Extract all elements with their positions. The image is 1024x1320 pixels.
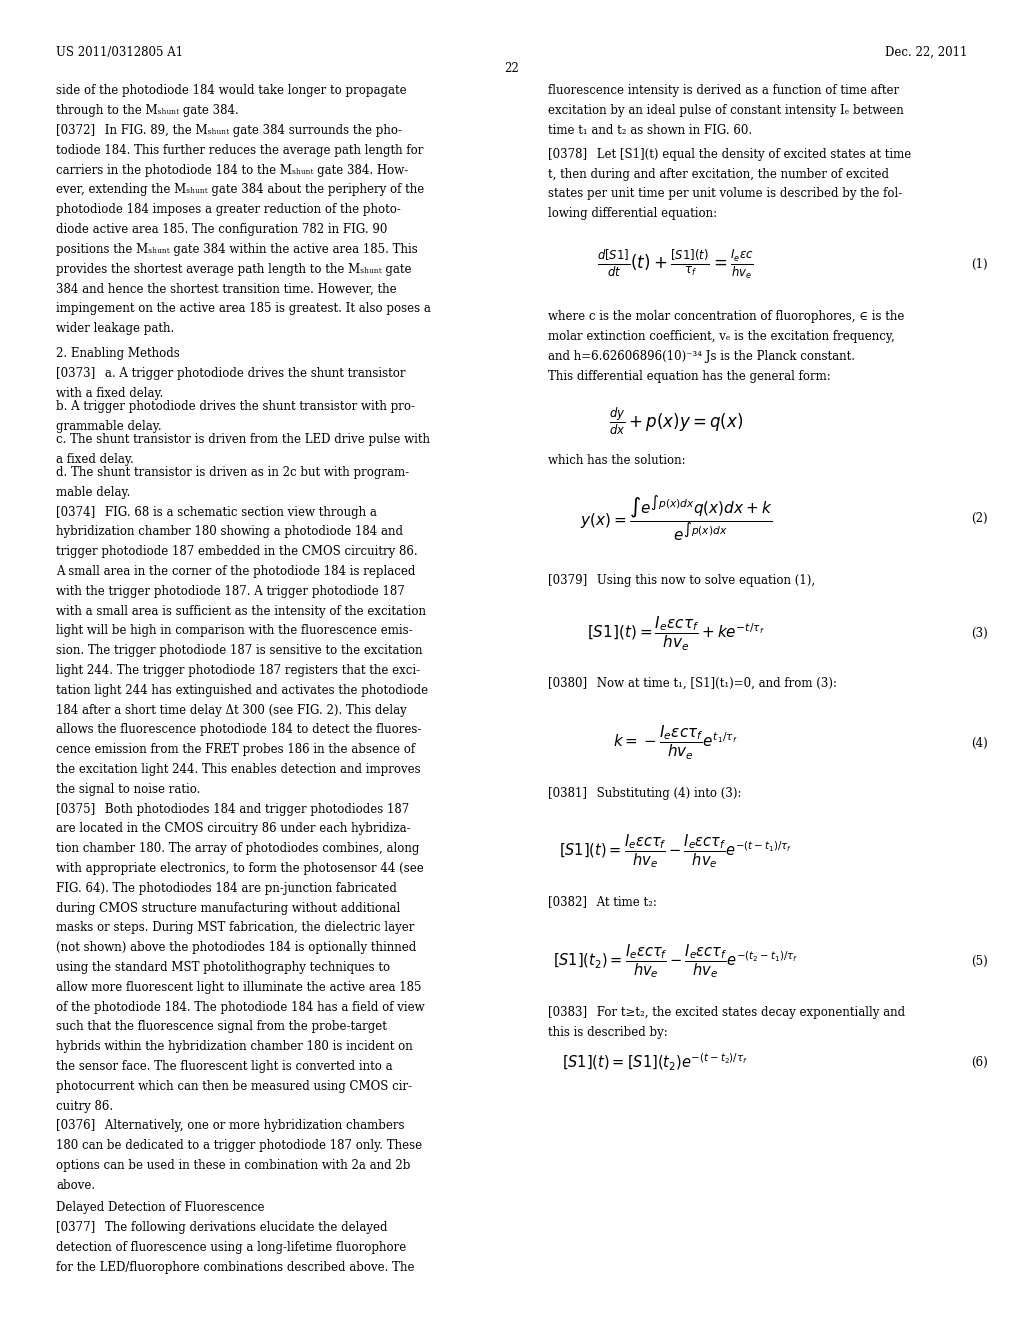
Text: [0381]  Substituting (4) into (3):: [0381] Substituting (4) into (3): bbox=[548, 787, 741, 800]
Text: ever, extending the Mₛₕᵤₙₜ gate ​​384 about the periphery of the: ever, extending the Mₛₕᵤₙₜ gate ​​384 ab… bbox=[56, 183, 425, 197]
Text: Delayed Detection of Fluorescence: Delayed Detection of Fluorescence bbox=[56, 1201, 265, 1214]
Text: d. The shunt transistor is driven as in 2c but with program-: d. The shunt transistor is driven as in … bbox=[56, 466, 410, 479]
Text: hybrids within the hybridization chamber ​​180 is incident on: hybrids within the hybridization chamber… bbox=[56, 1040, 413, 1053]
Text: tion chamber ​​180. The array of photodiodes combines, along: tion chamber ​​180. The array of photodi… bbox=[56, 842, 420, 855]
Text: b. A trigger photodiode drives the shunt transistor with pro-: b. A trigger photodiode drives the shunt… bbox=[56, 400, 416, 413]
Text: trigger photodiode ​​187 embedded in the CMOS circuitry ​​86.: trigger photodiode ​​187 embedded in the… bbox=[56, 545, 418, 558]
Text: [0383]  For t≥t₂, the excited states decay exponentially and: [0383] For t≥t₂, the excited states deca… bbox=[548, 1006, 905, 1019]
Text: and h=6.62606896(10)⁻³⁴ Js is the Planck constant.: and h=6.62606896(10)⁻³⁴ Js is the Planck… bbox=[548, 350, 855, 363]
Text: $[S1](t)=[S1](t_{2})e^{-(t-t_{2})/\tau_{f}}$: $[S1](t)=[S1](t_{2})e^{-(t-t_{2})/\tau_{… bbox=[562, 1052, 749, 1073]
Text: [0379]  Using this now to solve equation (1),: [0379] Using this now to solve equation … bbox=[548, 574, 815, 587]
Text: [0375]  Both photodiodes ​​184 and trigger photodiodes ​​187: [0375] Both photodiodes ​​184 and trigge… bbox=[56, 803, 410, 816]
Text: (2): (2) bbox=[972, 512, 988, 525]
Text: (5): (5) bbox=[972, 954, 988, 968]
Text: $k=-\dfrac{I_{e}\varepsilon c\tau_{f}}{hv_{e}}e^{t_{1}/\tau_{f}}$: $k=-\dfrac{I_{e}\varepsilon c\tau_{f}}{h… bbox=[613, 725, 738, 762]
Text: [0380]  Now at time t₁, [S1](t₁)=0, and from (3):: [0380] Now at time t₁, [S1](t₁)=0, and f… bbox=[548, 677, 837, 690]
Text: ​​[0372]  In FIG. ​​89, the Mₛₕᵤₙₜ gate ​​384 surrounds the pho-: ​​[0372] In FIG. ​​89, the Mₛₕᵤₙₜ gate ​… bbox=[56, 124, 402, 137]
Text: light ​​244. The trigger photodiode ​​187 registers that the exci-: light ​​244. The trigger photodiode ​​18… bbox=[56, 664, 421, 677]
Text: $[S1](t_{2})=\dfrac{I_{e}\varepsilon c\tau_{f}}{hv_{e}}-\dfrac{I_{e}\varepsilon : $[S1](t_{2})=\dfrac{I_{e}\varepsilon c\t… bbox=[553, 942, 799, 979]
Text: with appropriate electronics, to form the photosensor ​​44 (see: with appropriate electronics, to form th… bbox=[56, 862, 424, 875]
Text: $\frac{d[S1]}{dt}(t)+\frac{[S1](t)}{\tau_{f}}=\frac{I_{e}\varepsilon c}{hv_{e}}$: $\frac{d[S1]}{dt}(t)+\frac{[S1](t)}{\tau… bbox=[597, 247, 755, 281]
Text: the signal to noise ratio.: the signal to noise ratio. bbox=[56, 783, 201, 796]
Text: through to the Mₛₕᵤₙₜ gate ​​384.: through to the Mₛₕᵤₙₜ gate ​​384. bbox=[56, 104, 239, 117]
Text: mable delay.: mable delay. bbox=[56, 486, 131, 499]
Text: (4): (4) bbox=[972, 737, 988, 750]
Text: masks or steps. During MST fabrication, the dielectric layer: masks or steps. During MST fabrication, … bbox=[56, 921, 415, 935]
Text: side of the photodiode ​​​184 would take longer to propagate: side of the photodiode ​​​184 would take… bbox=[56, 84, 407, 98]
Text: which has the solution:: which has the solution: bbox=[548, 454, 685, 467]
Text: light will be high in comparison with the fluorescence emis-: light will be high in comparison with th… bbox=[56, 624, 413, 638]
Text: with a small area is sufficient as the intensity of the excitation: with a small area is sufficient as the i… bbox=[56, 605, 426, 618]
Text: lowing differential equation:: lowing differential equation: bbox=[548, 207, 717, 220]
Text: [0378]  Let [S1](t) equal the density of excited states at time: [0378] Let [S1](t) equal the density of … bbox=[548, 148, 911, 161]
Text: of the photodiode ​​184. The photodiode ​​184 has a field of view: of the photodiode ​​184. The photodiode … bbox=[56, 1001, 425, 1014]
Text: [0382]  At time t₂:: [0382] At time t₂: bbox=[548, 895, 656, 908]
Text: $y(x)=\dfrac{\int e^{\int p(x)dx}q(x)dx+k}{e^{\int p(x)dx}}$: $y(x)=\dfrac{\int e^{\int p(x)dx}q(x)dx+… bbox=[580, 494, 772, 544]
Text: positions the Mₛₕᵤₙₜ gate ​​384 within the active area ​​185. This: positions the Mₛₕᵤₙₜ gate ​​384 within t… bbox=[56, 243, 418, 256]
Text: (not shown) above the photodiodes ​​184 is optionally thinned: (not shown) above the photodiodes ​​184 … bbox=[56, 941, 417, 954]
Text: such that the fluorescence signal from the probe-target: such that the fluorescence signal from t… bbox=[56, 1020, 387, 1034]
Text: with a fixed delay.: with a fixed delay. bbox=[56, 387, 164, 400]
Text: above.: above. bbox=[56, 1179, 95, 1192]
Text: grammable delay.: grammable delay. bbox=[56, 420, 162, 433]
Text: during CMOS structure manufacturing without additional: during CMOS structure manufacturing with… bbox=[56, 902, 400, 915]
Text: This differential equation has the general form:: This differential equation has the gener… bbox=[548, 370, 830, 383]
Text: ​​384 and hence the shortest transition time. However, the: ​​384 and hence the shortest transition … bbox=[56, 282, 397, 296]
Text: Dec. 22, 2011: Dec. 22, 2011 bbox=[886, 46, 968, 59]
Text: [0374]  FIG. ​​68 is a schematic section view through a: [0374] FIG. ​​68 is a schematic section … bbox=[56, 506, 377, 519]
Text: todiode ​​184. This further reduces the average path length for: todiode ​​184. This further reduces the … bbox=[56, 144, 424, 157]
Text: molar extinction coefficient, vₑ is the excitation frequency,: molar extinction coefficient, vₑ is the … bbox=[548, 330, 895, 343]
Text: (6): (6) bbox=[972, 1056, 988, 1069]
Text: allow more fluorescent light to illuminate the active area ​​185: allow more fluorescent light to illumina… bbox=[56, 981, 422, 994]
Text: are located in the CMOS circuitry ​​86 under each hybridiza-: are located in the CMOS circuitry ​​86 u… bbox=[56, 822, 411, 836]
Text: ​​180 can be dedicated to a trigger photodiode ​​187 only. These: ​​180 can be dedicated to a trigger phot… bbox=[56, 1139, 423, 1152]
Text: detection of fluorescence using a long-lifetime fluorophore: detection of fluorescence using a long-l… bbox=[56, 1241, 407, 1254]
Text: photocurrent which can then be measured using CMOS cir-: photocurrent which can then be measured … bbox=[56, 1080, 413, 1093]
Text: [0373]  a. A trigger photodiode drives the shunt transistor: [0373] a. A trigger photodiode drives th… bbox=[56, 367, 406, 380]
Text: tation light ​​244 has extinguished and activates the photodiode: tation light ​​244 has extinguished and … bbox=[56, 684, 428, 697]
Text: [0377]  The following derivations elucidate the delayed: [0377] The following derivations elucida… bbox=[56, 1221, 388, 1234]
Text: (3): (3) bbox=[972, 627, 988, 640]
Text: FIG. ​​64). The photodiodes ​​184 are pn-junction fabricated: FIG. ​​64). The photodiodes ​​184 are pn… bbox=[56, 882, 397, 895]
Text: impingement on the active area ​​185 is greatest. It also poses a: impingement on the active area ​​185 is … bbox=[56, 302, 431, 315]
Text: A small area in the corner of the photodiode ​​184 is replaced: A small area in the corner of the photod… bbox=[56, 565, 416, 578]
Text: c. The shunt transistor is driven from the LED drive pulse with: c. The shunt transistor is driven from t… bbox=[56, 433, 430, 446]
Text: provides the shortest average path length to the Mₛₕᵤₙₜ gate: provides the shortest average path lengt… bbox=[56, 263, 412, 276]
Text: fluorescence intensity is derived as a function of time after: fluorescence intensity is derived as a f… bbox=[548, 84, 899, 98]
Text: for the LED/fluorophore combinations described above. The: for the LED/fluorophore combinations des… bbox=[56, 1261, 415, 1274]
Text: ​​184 after a short time delay Δt ​​300 (see FIG. ​​2). This delay: ​​184 after a short time delay Δt ​​300 … bbox=[56, 704, 408, 717]
Text: using the standard MST photolithography techniques to: using the standard MST photolithography … bbox=[56, 961, 390, 974]
Text: sion. The trigger photodiode ​​187 is sensitive to the excitation: sion. The trigger photodiode ​​187 is se… bbox=[56, 644, 423, 657]
Text: the excitation light ​​244. This enables detection and improves: the excitation light ​​244. This enables… bbox=[56, 763, 421, 776]
Text: cence emission from the FRET probes ​​186 in the absence of: cence emission from the FRET probes ​​18… bbox=[56, 743, 416, 756]
Text: wider leakage path.: wider leakage path. bbox=[56, 322, 174, 335]
Text: hybridization chamber ​​180 showing a photodiode ​​184 and: hybridization chamber ​​180 showing a ph… bbox=[56, 525, 403, 539]
Text: (1): (1) bbox=[972, 257, 988, 271]
Text: states per unit time per unit volume is described by the fol-: states per unit time per unit volume is … bbox=[548, 187, 902, 201]
Text: a fixed delay.: a fixed delay. bbox=[56, 453, 134, 466]
Text: US 2011/0312805 A1: US 2011/0312805 A1 bbox=[56, 46, 183, 59]
Text: 22: 22 bbox=[505, 62, 519, 75]
Text: $[S1](t)=\dfrac{I_{e}\varepsilon c\tau_{f}}{hv_{e}}+ke^{-t/\tau_{f}}$: $[S1](t)=\dfrac{I_{e}\varepsilon c\tau_{… bbox=[587, 615, 765, 652]
Text: photodiode ​​184 imposes a greater reduction of the photo-: photodiode ​​184 imposes a greater reduc… bbox=[56, 203, 401, 216]
Text: diode active area ​​185. The configuration ​​782 in FIG. ​​90: diode active area ​​185. The configurati… bbox=[56, 223, 388, 236]
Text: allows the fluorescence photodiode ​​184 to detect the fluores-: allows the fluorescence photodiode ​​184… bbox=[56, 723, 422, 737]
Text: where c is the molar concentration of fluorophores, ∈ is the: where c is the molar concentration of fl… bbox=[548, 310, 904, 323]
Text: 2. Enabling Methods: 2. Enabling Methods bbox=[56, 347, 180, 360]
Text: time t₁ and t₂ as shown in FIG. ​​60.: time t₁ and t₂ as shown in FIG. ​​60. bbox=[548, 124, 752, 137]
Text: this is described by:: this is described by: bbox=[548, 1026, 668, 1039]
Text: [0376]  Alternatively, one or more hybridization chambers: [0376] Alternatively, one or more hybrid… bbox=[56, 1119, 404, 1133]
Text: t, then during and after excitation, the number of excited: t, then during and after excitation, the… bbox=[548, 168, 889, 181]
Text: cuitry ​​86.: cuitry ​​86. bbox=[56, 1100, 114, 1113]
Text: options can be used in these in combination with 2a and 2b: options can be used in these in combinat… bbox=[56, 1159, 411, 1172]
Text: with the trigger photodiode ​​187. A trigger photodiode ​​187: with the trigger photodiode ​​187. A tri… bbox=[56, 585, 406, 598]
Text: $[S1](t)=\dfrac{I_{e}\varepsilon c\tau_{f}}{hv_{e}}-\dfrac{I_{e}\varepsilon c\ta: $[S1](t)=\dfrac{I_{e}\varepsilon c\tau_{… bbox=[559, 833, 793, 870]
Text: carriers in the photodiode ​​184 to the Mₛₕᵤₙₜ gate ​​384. How-: carriers in the photodiode ​​184 to the … bbox=[56, 164, 409, 177]
Text: the sensor face. The fluorescent light is converted into a: the sensor face. The fluorescent light i… bbox=[56, 1060, 393, 1073]
Text: $\frac{dy}{dx}+p(x)y=q(x)$: $\frac{dy}{dx}+p(x)y=q(x)$ bbox=[608, 407, 743, 438]
Text: excitation by an ideal pulse of constant intensity Iₑ between: excitation by an ideal pulse of constant… bbox=[548, 104, 903, 117]
